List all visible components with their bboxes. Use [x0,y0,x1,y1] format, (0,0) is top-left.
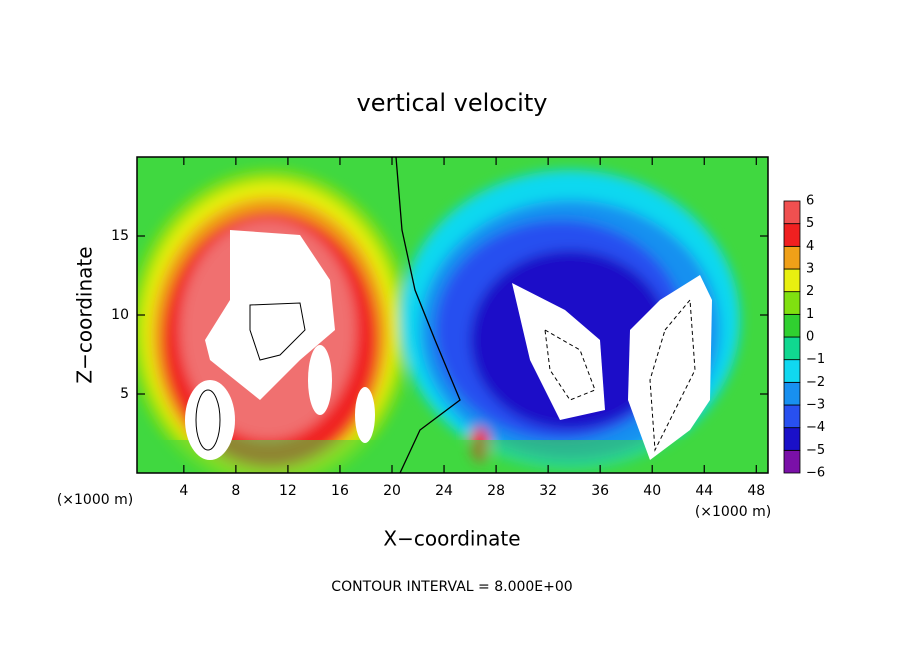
y-tick-label: 10 [111,307,129,323]
x-axis-label: X−coordinate [383,527,520,551]
y-tick-label: 15 [111,228,129,244]
x-unit-right: (×1000 m) [695,504,771,520]
colorbar-swatch [783,427,801,451]
x-tick-label: 16 [331,483,349,499]
colorbar-swatch [783,313,801,338]
y-axis-label: Z−coordinate [73,246,97,383]
colorbar-swatch [783,449,801,474]
colorbar-label: 0 [806,330,814,345]
x-tick-label: 32 [539,483,557,499]
x-tick-label: 24 [435,483,453,499]
x-tick-label: 12 [279,483,297,499]
colorbar-label: 5 [806,216,814,231]
colorbar-swatch [783,291,801,315]
x-tick-label: 36 [591,483,609,499]
y-tick-label: 5 [120,386,129,402]
x-tick-label: 20 [383,483,401,499]
colorbar-label: −1 [806,352,825,367]
x-tick-label: 8 [231,483,240,499]
colorbar-label: −4 [806,420,825,435]
x-tick-label: 48 [747,483,765,499]
x-tick-label: 4 [179,483,188,499]
colorbar-label: −6 [806,466,825,481]
colorbar-swatch [783,245,801,270]
colorbar-swatch [783,223,801,247]
x-tick-label: 28 [487,483,505,499]
colorbar-label: 4 [806,239,814,254]
colorbar-label: 6 [806,194,814,209]
colorbar-swatch [783,404,801,429]
colorbar-label: 1 [806,307,814,322]
field [137,157,768,473]
colorbar-label: 3 [806,262,814,277]
colorbar-label: 2 [806,284,814,299]
colorbar-swatch [783,359,801,383]
colorbar-swatch [783,381,801,406]
colorbar-label: −3 [806,398,825,413]
x-tick-label: 44 [695,483,713,499]
colorbar-label: −2 [806,375,825,390]
chart-title: vertical velocity [357,89,548,117]
colorbar-label: −5 [806,443,825,458]
colorbar-swatch [783,200,801,225]
x-tick-label: 40 [643,483,661,499]
colorbar-swatch [783,336,801,361]
footnote: CONTOUR INTERVAL = 8.000E+00 [331,579,572,595]
x-unit: (×1000 m) [57,492,133,508]
colorbar-swatch [783,268,801,293]
